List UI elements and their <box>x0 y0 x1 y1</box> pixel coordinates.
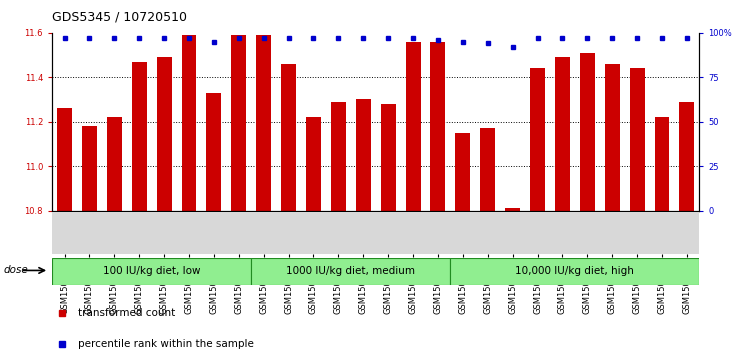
Bar <box>381 104 396 211</box>
Bar <box>256 35 271 211</box>
Bar <box>107 117 122 211</box>
Text: 10,000 IU/kg diet, high: 10,000 IU/kg diet, high <box>516 266 635 276</box>
Bar <box>281 64 296 211</box>
Bar <box>530 68 545 211</box>
Bar <box>555 57 570 211</box>
Bar <box>605 64 620 211</box>
Bar <box>356 99 371 211</box>
Text: percentile rank within the sample: percentile rank within the sample <box>78 339 254 349</box>
Bar <box>629 68 644 211</box>
Bar <box>182 35 196 211</box>
Bar <box>157 57 172 211</box>
Bar <box>580 53 594 211</box>
Bar <box>655 117 670 211</box>
Bar <box>82 126 97 211</box>
Text: GDS5345 / 10720510: GDS5345 / 10720510 <box>52 11 187 24</box>
Bar <box>57 108 72 211</box>
Bar <box>306 117 321 211</box>
Bar <box>231 35 246 211</box>
Bar <box>481 128 496 211</box>
Bar <box>679 102 694 211</box>
Bar <box>431 41 446 211</box>
Text: 100 IU/kg diet, low: 100 IU/kg diet, low <box>103 266 200 276</box>
Bar <box>52 258 251 285</box>
Text: dose: dose <box>4 265 28 276</box>
Bar <box>331 102 346 211</box>
Text: transformed count: transformed count <box>78 308 176 318</box>
Bar <box>251 258 450 285</box>
Bar <box>450 258 699 285</box>
Bar <box>206 93 222 211</box>
Bar <box>405 41 420 211</box>
Bar <box>455 133 470 211</box>
Text: 1000 IU/kg diet, medium: 1000 IU/kg diet, medium <box>286 266 415 276</box>
Bar <box>505 208 520 211</box>
Bar <box>132 62 147 211</box>
